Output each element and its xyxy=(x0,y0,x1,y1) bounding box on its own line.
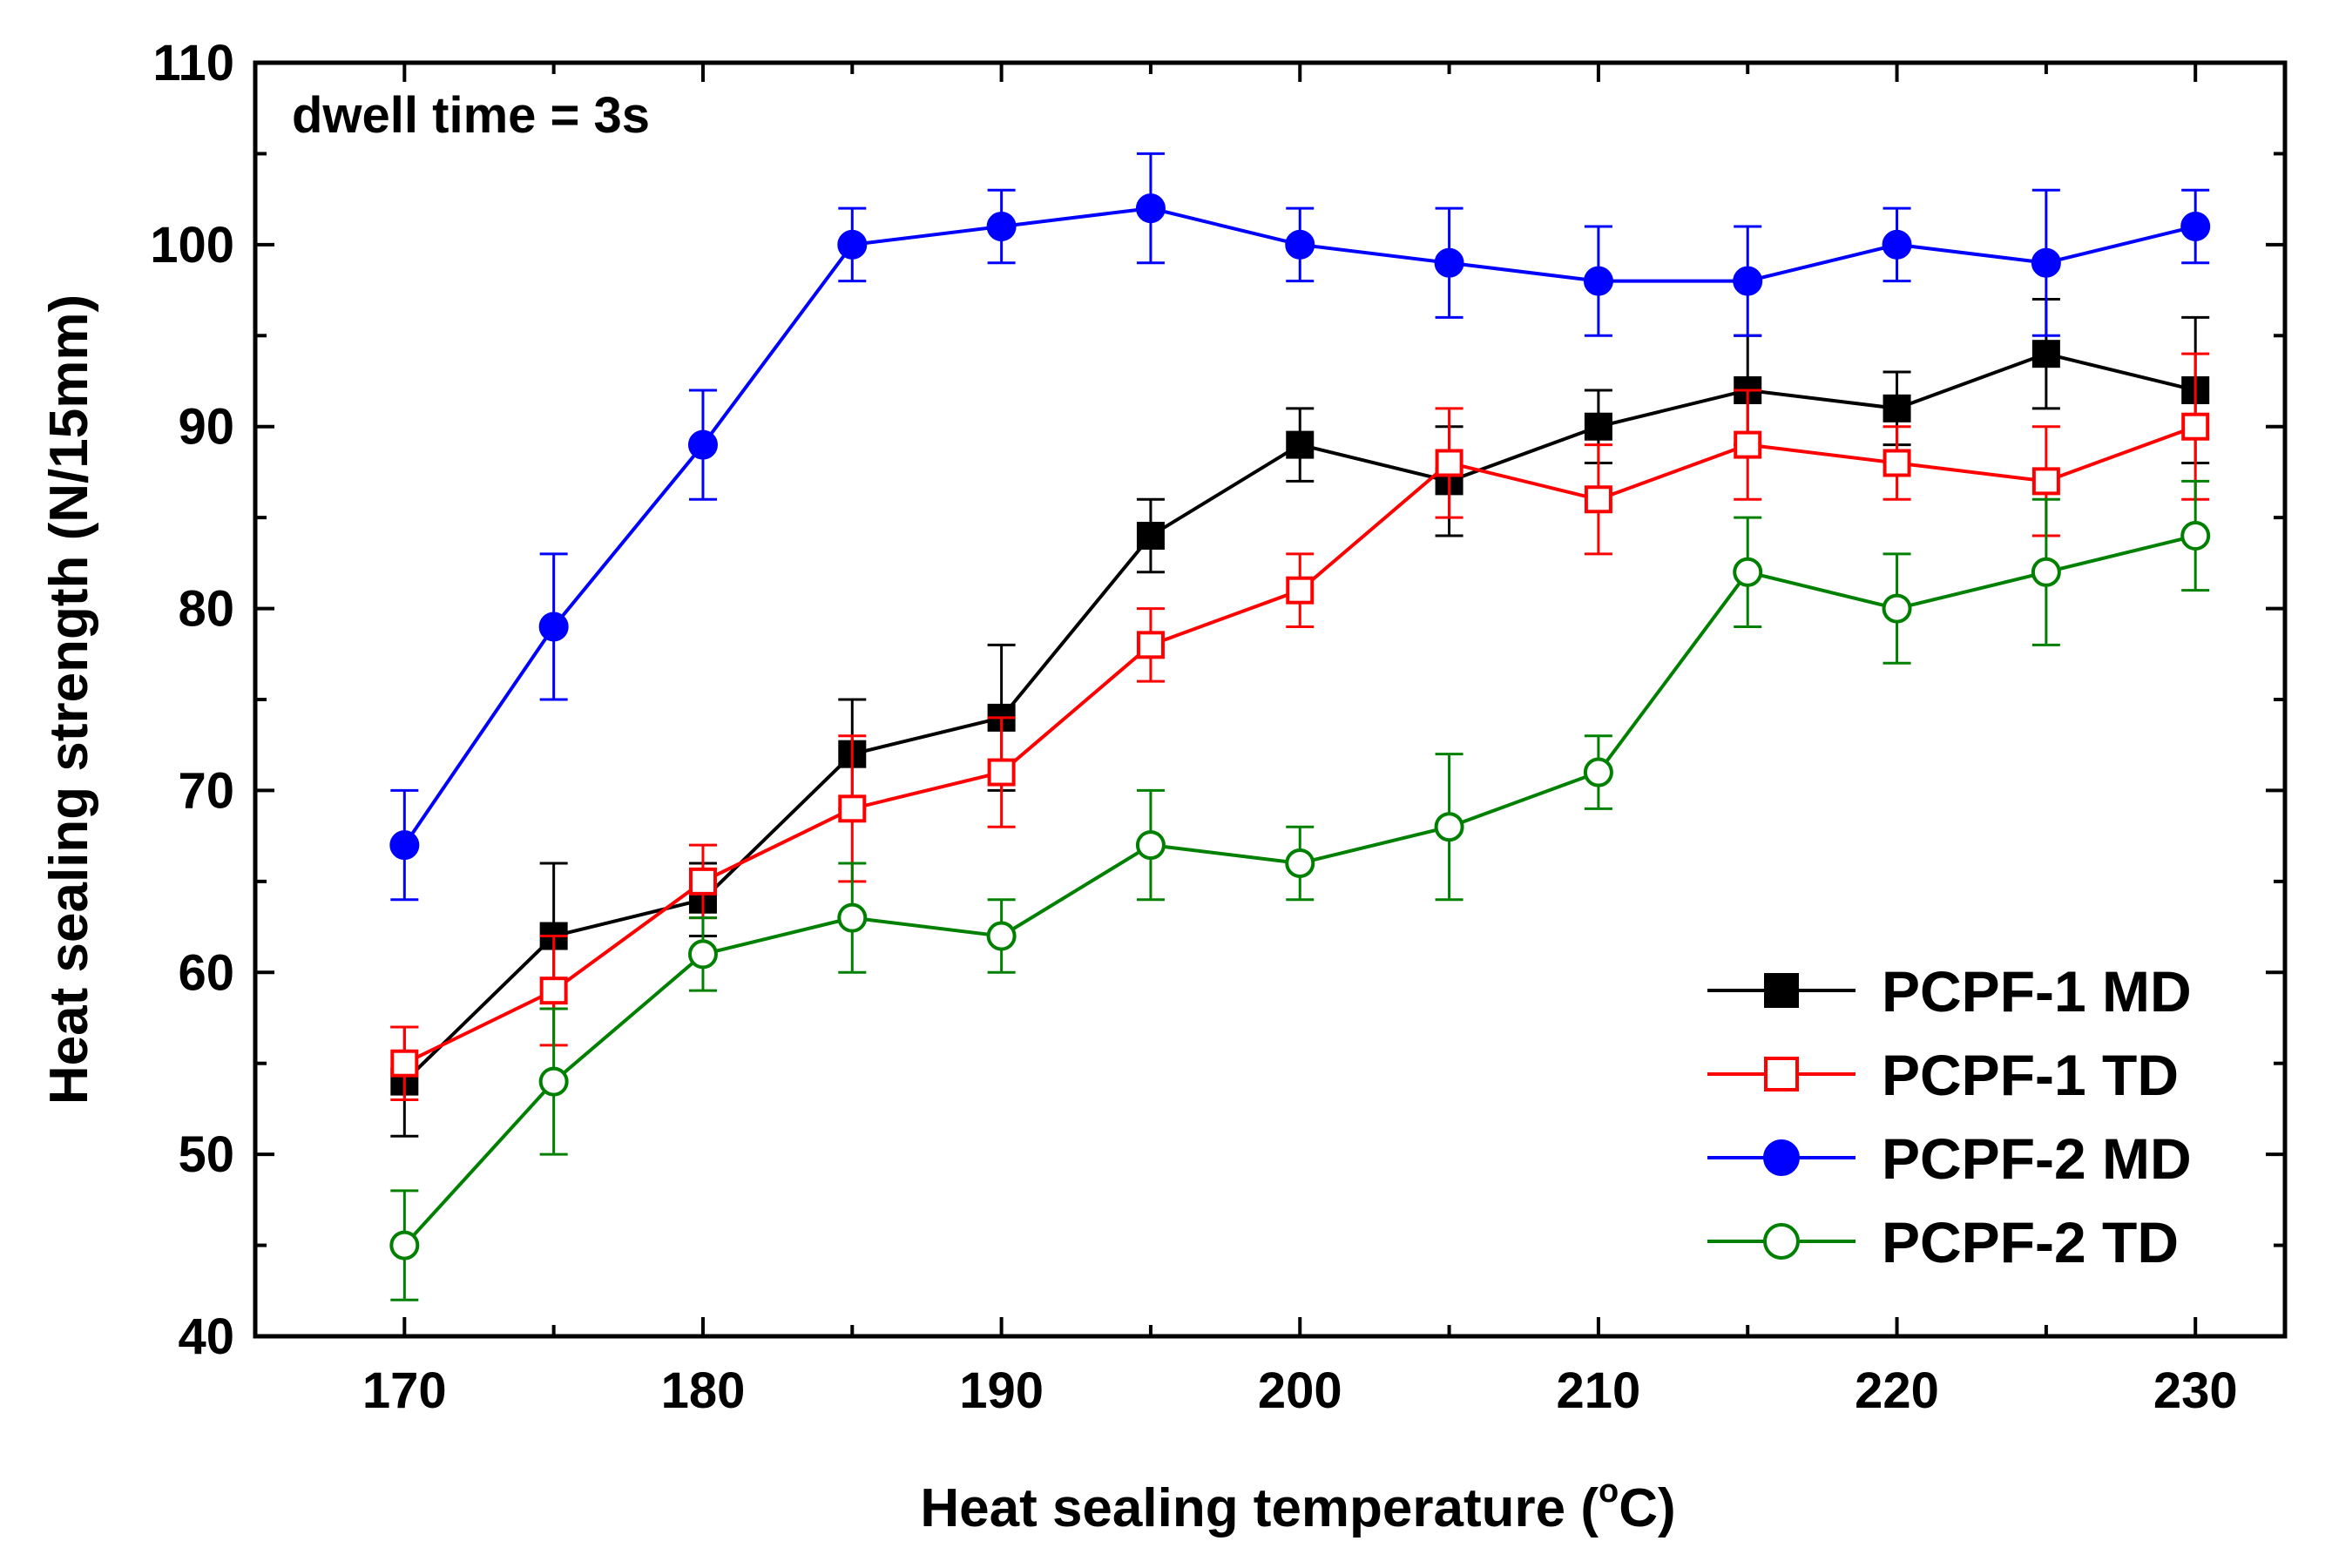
data-point xyxy=(1286,430,1315,459)
data-point xyxy=(837,902,868,933)
legend-label-pcpf-1-td: PCPF-1 TD xyxy=(1882,1043,2179,1107)
data-point xyxy=(1135,830,1166,861)
y-tick-label: 90 xyxy=(178,399,234,456)
data-point xyxy=(2181,412,2210,441)
y-tick-label: 80 xyxy=(178,581,234,638)
data-point xyxy=(1882,394,1911,422)
y-tick-label: 110 xyxy=(152,35,234,91)
data-point xyxy=(1136,522,1165,551)
y-tick-label: 40 xyxy=(178,1308,234,1365)
data-point xyxy=(688,867,717,896)
x-tick-label: 190 xyxy=(959,1362,1044,1419)
data-point xyxy=(1882,593,1912,624)
data-point xyxy=(1285,848,1315,878)
x-tick-label: 180 xyxy=(661,1362,746,1419)
legend: PCPF-1 MD PCPF-1 TD PCPF-2 MD PCPF-2 TD xyxy=(1707,959,2192,1274)
legend-item-pcpf-1-td: PCPF-1 TD xyxy=(1707,1043,2179,1107)
data-point xyxy=(1583,757,1613,787)
x-tick-label: 200 xyxy=(1258,1362,1342,1419)
data-point xyxy=(1584,412,1612,441)
series-pcpf-2-td xyxy=(389,479,2211,1301)
data-point xyxy=(986,211,1017,241)
x-tick-label: 170 xyxy=(362,1362,447,1419)
data-point xyxy=(538,1066,569,1097)
data-point xyxy=(1286,576,1315,605)
data-point xyxy=(1882,449,1911,477)
data-point xyxy=(538,612,569,642)
data-point xyxy=(2031,557,2061,587)
y-tick-label: 60 xyxy=(178,944,234,1001)
data-point xyxy=(986,921,1017,951)
y-tick-label: 100 xyxy=(150,217,234,274)
data-point xyxy=(2031,340,2060,368)
data-point xyxy=(1734,430,1762,459)
x-tick-label: 230 xyxy=(2153,1362,2238,1419)
data-point xyxy=(390,1049,419,1078)
data-point xyxy=(1882,229,1912,260)
data-point xyxy=(837,229,868,260)
data-point xyxy=(1136,631,1165,659)
y-axis-title: Heat sealing strength (N/15mm) xyxy=(39,294,99,1105)
legend-label-pcpf-1-md: PCPF-1 MD xyxy=(1882,959,2192,1024)
y-tick-label: 50 xyxy=(178,1126,234,1183)
y-tick-label: 70 xyxy=(178,762,234,819)
series-layer xyxy=(389,152,2211,1301)
data-point xyxy=(1434,812,1464,842)
data-point xyxy=(1434,247,1464,278)
x-tick-label: 220 xyxy=(1855,1362,1939,1419)
data-point xyxy=(2031,247,2061,278)
legend-label-pcpf-2-md: PCPF-2 MD xyxy=(1882,1126,2192,1191)
data-point xyxy=(389,830,420,861)
data-point xyxy=(838,794,867,823)
data-point xyxy=(687,939,718,970)
data-point xyxy=(1285,229,1315,260)
data-point xyxy=(1135,193,1166,224)
data-point xyxy=(2180,521,2211,551)
data-point xyxy=(1435,449,1463,477)
data-point xyxy=(1584,485,1612,514)
legend-item-pcpf-2-md: PCPF-2 MD xyxy=(1707,1126,2192,1191)
data-point xyxy=(1583,266,1613,296)
legend-item-pcpf-1-md: PCPF-1 MD xyxy=(1707,959,2192,1024)
data-point xyxy=(539,977,568,1005)
legend-item-pcpf-2-td: PCPF-2 TD xyxy=(1707,1210,2179,1274)
annotation-dwell-time: dwell time = 3s xyxy=(292,87,650,144)
axes-layer: 40 50 60 70 80 90 100 110 170 180 190 200 210 220 230 xyxy=(150,35,2285,1419)
data-point xyxy=(389,1230,420,1260)
plot-frame xyxy=(253,60,2288,1339)
data-point xyxy=(987,758,1016,787)
data-point xyxy=(687,429,718,460)
series-pcpf-2-md xyxy=(389,152,2211,902)
data-point xyxy=(1733,266,1763,296)
legend-label-pcpf-2-td: PCPF-2 TD xyxy=(1882,1210,2179,1274)
data-point xyxy=(1733,557,1763,587)
x-axis-title: Heat sealing temperature (oC) xyxy=(920,1473,1675,1538)
data-point xyxy=(2031,467,2060,496)
data-point xyxy=(2180,211,2211,241)
x-tick-label: 210 xyxy=(1557,1362,1641,1419)
series-pcpf-1-td xyxy=(390,352,2210,1101)
